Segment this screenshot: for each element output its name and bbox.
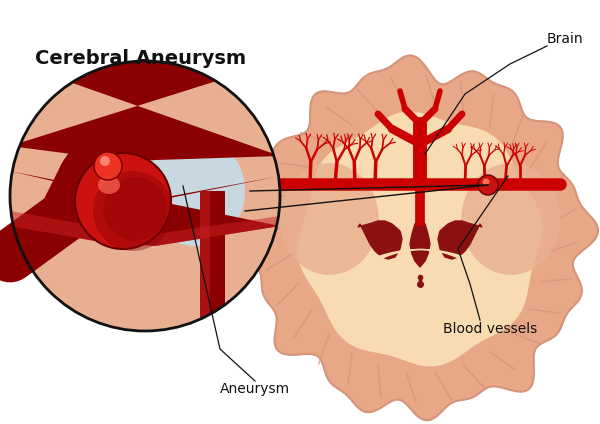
Ellipse shape xyxy=(145,136,245,246)
Ellipse shape xyxy=(461,163,560,275)
Polygon shape xyxy=(410,217,430,267)
Polygon shape xyxy=(248,56,598,420)
Text: Aneurysm: Aneurysm xyxy=(220,382,290,396)
Circle shape xyxy=(94,152,122,180)
Polygon shape xyxy=(10,61,280,161)
Circle shape xyxy=(482,179,490,186)
Polygon shape xyxy=(10,211,280,246)
Polygon shape xyxy=(358,221,402,259)
Text: Cerebral Aneurysm: Cerebral Aneurysm xyxy=(35,50,246,69)
Polygon shape xyxy=(438,221,482,259)
Circle shape xyxy=(75,153,171,249)
Ellipse shape xyxy=(280,163,379,275)
Polygon shape xyxy=(200,191,210,331)
Circle shape xyxy=(100,156,110,166)
Ellipse shape xyxy=(98,176,120,194)
Circle shape xyxy=(10,61,280,331)
Text: Blood vessels: Blood vessels xyxy=(443,322,537,336)
Text: Brain: Brain xyxy=(547,32,583,46)
Circle shape xyxy=(478,175,498,195)
Polygon shape xyxy=(200,191,225,331)
Circle shape xyxy=(93,171,173,251)
Circle shape xyxy=(103,177,167,241)
Polygon shape xyxy=(298,112,542,366)
Polygon shape xyxy=(10,171,280,246)
